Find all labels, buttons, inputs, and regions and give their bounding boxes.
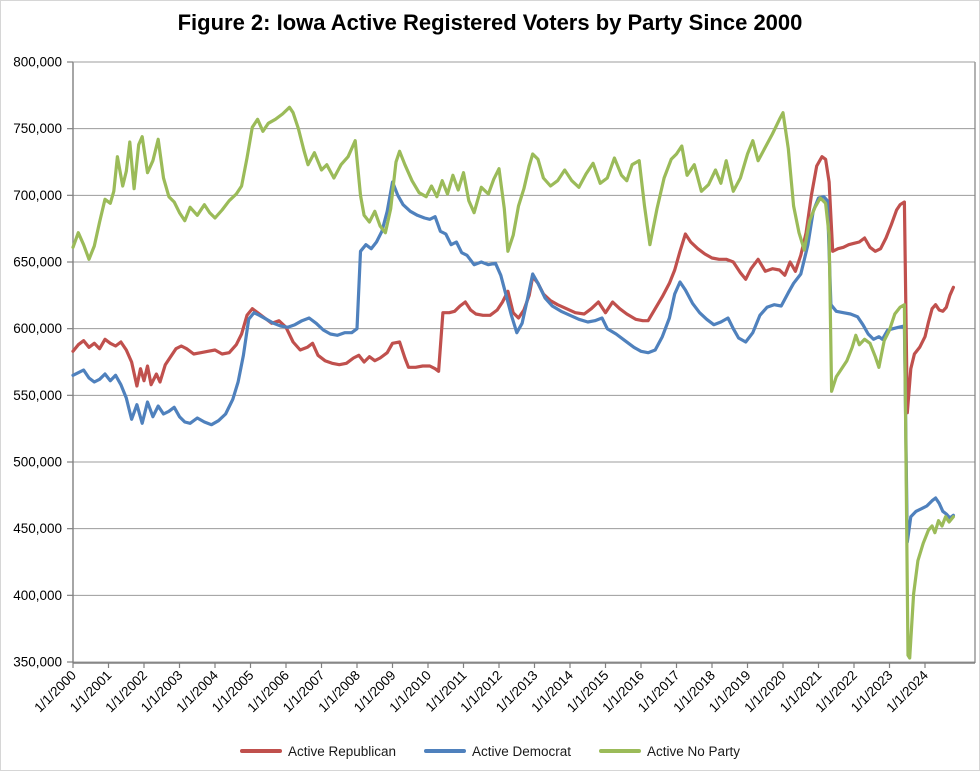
y-axis-tick-label: 550,000 <box>13 388 62 403</box>
y-axis-tick-label: 650,000 <box>13 255 62 270</box>
legend-item-active-no-party: Active No Party <box>599 744 740 759</box>
y-axis-tick-label: 750,000 <box>13 121 62 136</box>
figure-title: Figure 2: Iowa Active Registered Voters … <box>177 10 803 35</box>
y-axis-tick-label: 450,000 <box>13 521 62 536</box>
series-line-active-democrat <box>71 180 956 544</box>
y-axis-tick-label: 700,000 <box>13 188 62 203</box>
chart-legend: Active Republican Active Democrat Active… <box>0 738 980 764</box>
legend-line-swatch-democrat <box>424 749 466 753</box>
line-chart-svg: 350,000 400,000 450,000 500,000 550,000 600,0… <box>13 55 976 715</box>
y-axis-tick-label: 350,000 <box>13 655 62 670</box>
y-axis-tick-label: 600,000 <box>13 321 62 336</box>
legend-line-swatch-no-party <box>599 749 642 753</box>
series-line-active-republican <box>71 155 956 415</box>
legend-item-active-democrat: Active Democrat <box>424 744 571 759</box>
series-line-active-no-party <box>71 105 956 660</box>
y-axis-tick-label: 800,000 <box>13 55 62 70</box>
legend-label-republican: Active Republican <box>287 743 396 759</box>
legend-item-active-republican: Active Republican <box>239 743 396 759</box>
legend-label-democrat: Active Democrat <box>472 743 572 759</box>
y-axis-tick-label: 400,000 <box>13 588 62 603</box>
y-axis-tick-label: 500,000 <box>13 455 62 470</box>
legend-line-swatch-republican <box>239 749 282 753</box>
legend-label-no-party: Active No Party <box>647 743 741 759</box>
